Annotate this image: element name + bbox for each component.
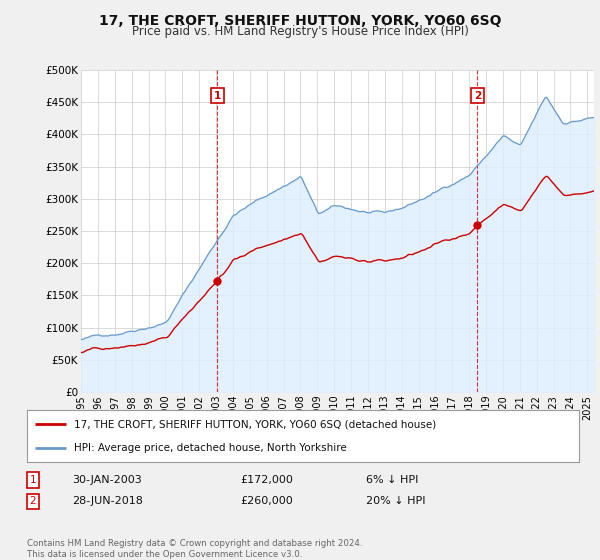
Text: Contains HM Land Registry data © Crown copyright and database right 2024.
This d: Contains HM Land Registry data © Crown c… (27, 539, 362, 559)
Text: HPI: Average price, detached house, North Yorkshire: HPI: Average price, detached house, Nort… (74, 443, 347, 453)
Text: 30-JAN-2003: 30-JAN-2003 (72, 475, 142, 485)
Text: 20% ↓ HPI: 20% ↓ HPI (366, 496, 425, 506)
Text: 28-JUN-2018: 28-JUN-2018 (72, 496, 143, 506)
Text: 6% ↓ HPI: 6% ↓ HPI (366, 475, 418, 485)
Text: 1: 1 (29, 475, 37, 485)
Text: 17, THE CROFT, SHERIFF HUTTON, YORK, YO60 6SQ (detached house): 17, THE CROFT, SHERIFF HUTTON, YORK, YO6… (74, 419, 436, 430)
Text: 2: 2 (29, 496, 37, 506)
Text: 2: 2 (474, 91, 481, 101)
Text: 17, THE CROFT, SHERIFF HUTTON, YORK, YO60 6SQ: 17, THE CROFT, SHERIFF HUTTON, YORK, YO6… (99, 14, 501, 28)
Text: Price paid vs. HM Land Registry's House Price Index (HPI): Price paid vs. HM Land Registry's House … (131, 25, 469, 38)
Text: £172,000: £172,000 (240, 475, 293, 485)
Text: £260,000: £260,000 (240, 496, 293, 506)
Text: 1: 1 (214, 91, 221, 101)
